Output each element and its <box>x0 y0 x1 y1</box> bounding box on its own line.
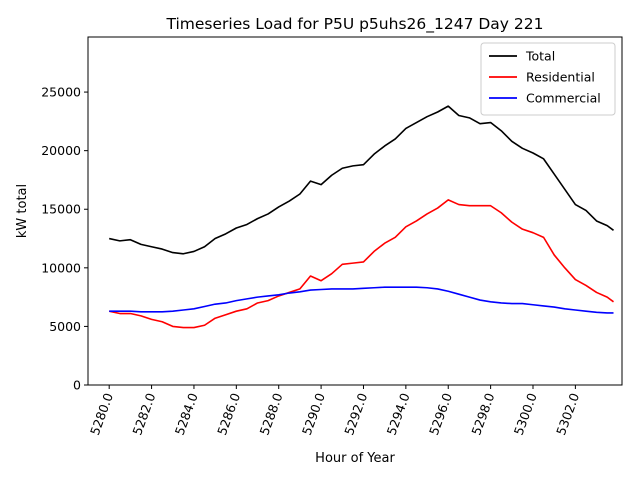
legend-label-total: Total <box>525 49 555 64</box>
series-line-total <box>109 105 614 255</box>
series-line-residential <box>109 199 614 329</box>
y-axis: 0 5000 10000 15000 20000 25000 <box>41 85 88 393</box>
series-line-commercial <box>109 286 614 314</box>
y-tick-label: 0 <box>73 378 81 393</box>
legend-label-commercial: Commercial <box>526 91 601 106</box>
legend-box <box>480 42 616 116</box>
y-tick-label: 10000 <box>41 260 81 275</box>
chart-title: Timeseries Load for P5U p5uhs26_1247 Day… <box>166 15 544 34</box>
y-axis-title: kW total <box>15 184 30 238</box>
series-layer <box>109 105 614 329</box>
y-tick-label: 20000 <box>41 143 81 158</box>
y-tick-label: 5000 <box>49 319 81 334</box>
legend-label-residential: Residential <box>526 70 595 85</box>
x-axis-title: Hour of Year <box>315 451 395 466</box>
y-tick-label: 15000 <box>41 202 81 217</box>
legend: Total Residential Commercial <box>480 42 616 116</box>
y-tick-label: 25000 <box>41 85 81 100</box>
plot-frame <box>87 36 623 386</box>
